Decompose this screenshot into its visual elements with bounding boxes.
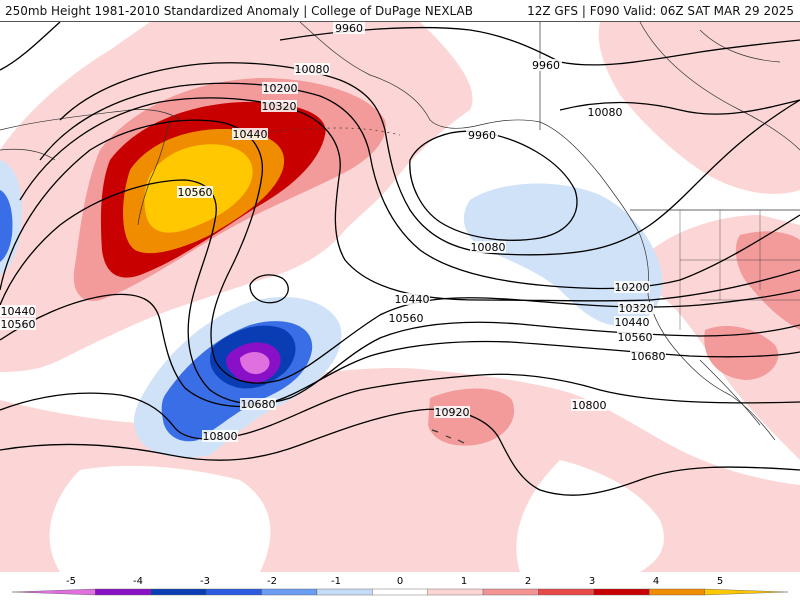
colorbar-tick: -3 — [200, 576, 210, 587]
svg-text:9960: 9960 — [468, 129, 496, 142]
svg-text:10680: 10680 — [241, 398, 276, 411]
positive-anomaly-shading — [0, 22, 800, 572]
contour-label: 10440 — [614, 316, 650, 329]
colorbar-tick: -4 — [133, 576, 143, 587]
header-bar: 250mb Height 1981-2010 Standardized Anom… — [0, 0, 800, 22]
height-contours — [0, 22, 800, 496]
contour-label: 10320 — [261, 100, 297, 113]
colorbar-swatches — [11, 588, 789, 596]
contour-labels: 9960 9960 9960 10080 10080 10080 10200 1… — [0, 22, 666, 443]
colorbar-tick: 5 — [717, 576, 723, 587]
colorbar-swatch — [11, 588, 96, 596]
svg-text:10440: 10440 — [233, 128, 268, 141]
colorbar-swatch — [372, 588, 428, 596]
colorbar: -5 -4 -3 -2 -1 0 1 2 3 4 5 — [0, 572, 800, 600]
coastlines — [0, 22, 800, 444]
svg-text:10920: 10920 — [435, 406, 470, 419]
svg-text:10680: 10680 — [631, 350, 666, 363]
colorbar-swatch — [649, 588, 705, 596]
contour-label: 10440 — [232, 128, 268, 141]
contour-label: 10560 — [0, 318, 36, 331]
svg-text:9960: 9960 — [335, 22, 363, 35]
svg-text:10560: 10560 — [1, 318, 36, 331]
contour-label: 10440 — [394, 293, 430, 306]
svg-text:9960: 9960 — [532, 59, 560, 72]
svg-text:10320: 10320 — [262, 100, 297, 113]
colorbar-tick: 1 — [461, 576, 467, 587]
contour-label: 10440 — [0, 305, 36, 318]
contour-label: 10560 — [388, 312, 424, 325]
contour-label: 10080 — [470, 241, 506, 254]
contour-label: 9960 — [466, 129, 498, 142]
contour-label: 10560 — [177, 186, 213, 199]
svg-text:10080: 10080 — [295, 63, 330, 76]
anomaly-map: 9960 9960 9960 10080 10080 10080 10200 1… — [0, 22, 800, 572]
colorbar-swatch — [427, 588, 484, 596]
svg-text:10560: 10560 — [178, 186, 213, 199]
colorbar-swatch — [704, 588, 789, 596]
contour-label: 10680 — [240, 398, 276, 411]
contour-label: 10200 — [262, 82, 298, 95]
contour-label: 10680 — [630, 350, 666, 363]
contour-label: 10080 — [587, 106, 623, 119]
contour-label: 10800 — [202, 430, 238, 443]
contour-label: 10920 — [434, 406, 470, 419]
colorbar-swatch — [482, 588, 539, 596]
contour-label: 10080 — [294, 63, 330, 76]
contour-label: 10320 — [618, 302, 654, 315]
colorbar-swatch — [205, 588, 262, 596]
svg-text:10320: 10320 — [619, 302, 654, 315]
colorbar-tick-labels: -5 -4 -3 -2 -1 0 1 2 3 4 5 — [66, 576, 723, 587]
colorbar-swatch — [538, 588, 595, 596]
contour-label: 9960 — [333, 22, 365, 35]
contour-label: 10560 — [617, 331, 653, 344]
svg-text:10800: 10800 — [572, 399, 607, 412]
colorbar-tick: 3 — [589, 576, 595, 587]
map-title: 250mb Height 1981-2010 Standardized Anom… — [5, 4, 473, 18]
colorbar-tick: 4 — [653, 576, 659, 587]
svg-text:10560: 10560 — [389, 312, 424, 325]
svg-text:10560: 10560 — [618, 331, 653, 344]
svg-text:10800: 10800 — [203, 430, 238, 443]
svg-text:10440: 10440 — [1, 305, 36, 318]
svg-text:10080: 10080 — [588, 106, 623, 119]
svg-text:10200: 10200 — [615, 281, 650, 294]
contour-label: 10200 — [614, 281, 650, 294]
colorbar-swatch — [95, 588, 151, 596]
svg-text:10440: 10440 — [395, 293, 430, 306]
negative-anomaly-shading — [0, 160, 663, 458]
svg-text:10080: 10080 — [471, 241, 506, 254]
colorbar-tick: 2 — [525, 576, 531, 587]
contour-label: 10800 — [571, 399, 607, 412]
model-run-info: 12Z GFS | F090 Valid: 06Z SAT MAR 29 202… — [527, 4, 794, 18]
colorbar-swatch — [261, 588, 318, 596]
colorbar-swatch — [593, 588, 650, 596]
svg-text:10440: 10440 — [615, 316, 650, 329]
colorbar-swatch — [316, 588, 373, 596]
colorbar-tick: -5 — [66, 576, 76, 587]
colorbar-tick: -1 — [331, 576, 341, 587]
colorbar-swatch — [150, 588, 207, 596]
colorbar-tick: 0 — [397, 576, 403, 587]
contour-label: 9960 — [530, 59, 562, 72]
svg-text:10200: 10200 — [263, 82, 298, 95]
colorbar-tick: -2 — [267, 576, 277, 587]
